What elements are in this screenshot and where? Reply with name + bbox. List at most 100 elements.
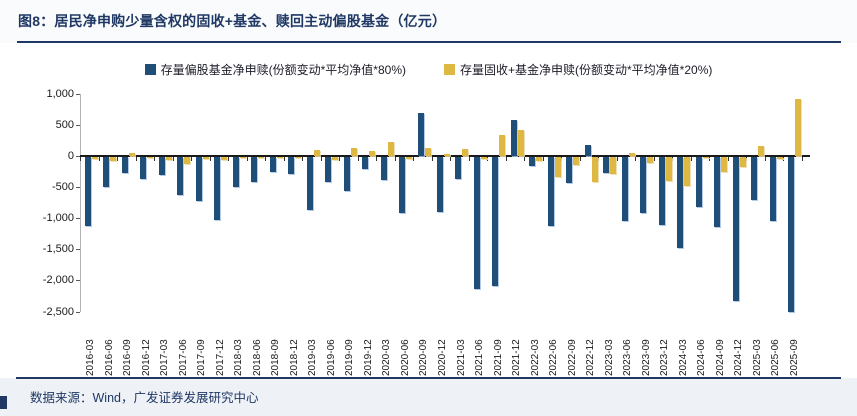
bar-fixed-income-2023-09 bbox=[647, 156, 654, 163]
x-axis-label: 2024-03 bbox=[677, 339, 689, 376]
bar-fixed-income-2018-03 bbox=[239, 156, 246, 159]
legend-label-equity: 存量偏股基金净申赎(份额变动*平均净值*80%) bbox=[160, 62, 406, 77]
y-axis-tick bbox=[76, 280, 80, 282]
bar-equity-2017-12 bbox=[214, 156, 221, 220]
bar-equity-2023-03 bbox=[603, 156, 610, 173]
bar-equity-2016-06 bbox=[103, 156, 110, 187]
bar-fixed-income-2019-12 bbox=[369, 151, 376, 156]
bar-fixed-income-2017-03 bbox=[165, 156, 172, 160]
bar-equity-2021-03 bbox=[455, 156, 461, 179]
bar-fixed-income-2021-06 bbox=[480, 156, 487, 159]
data-source-note: 数据来源：Wind，广发证券发展研究中心 bbox=[30, 391, 259, 405]
x-axis-tick bbox=[191, 156, 193, 161]
x-axis-tick bbox=[394, 156, 396, 161]
y-axis-tick bbox=[76, 218, 80, 220]
x-axis-tick bbox=[653, 156, 655, 161]
bar-fixed-income-2021-09 bbox=[499, 135, 506, 156]
figure-title: 图8：居民净申购少量含权的固收+基金、赎回主动偏股基金（亿元） bbox=[18, 13, 447, 29]
x-axis-tick bbox=[579, 156, 581, 161]
bar-equity-2023-06 bbox=[621, 156, 628, 221]
bar-equity-2025-03 bbox=[751, 156, 758, 201]
bar-equity-2021-12 bbox=[510, 119, 517, 156]
x-axis-label: 2025-06 bbox=[770, 339, 782, 376]
bar-fixed-income-2022-03 bbox=[536, 156, 543, 162]
x-axis-tick bbox=[320, 156, 322, 161]
y-axis-label: -2,000 bbox=[42, 274, 74, 287]
x-axis-label: 2025-03 bbox=[751, 339, 763, 376]
bar-equity-2025-06 bbox=[769, 156, 776, 221]
x-axis-zero-line bbox=[80, 154, 810, 157]
y-axis-label: -500 bbox=[51, 180, 74, 193]
x-axis-tick bbox=[265, 156, 267, 161]
x-axis-tick bbox=[561, 156, 563, 161]
legend-item-equity-fund: 存量偏股基金净申赎(份额变动*平均净值*80%) bbox=[144, 61, 406, 78]
bar-fixed-income-2018-09 bbox=[276, 156, 283, 159]
bottom-divider bbox=[16, 377, 841, 379]
x-axis-label: 2021-03 bbox=[455, 339, 467, 376]
bar-equity-2020-12 bbox=[436, 156, 443, 212]
y-axis-label: 1,000 bbox=[46, 87, 74, 100]
x-axis-tick bbox=[154, 156, 156, 161]
bar-fixed-income-2023-12 bbox=[665, 156, 672, 181]
bar-fixed-income-2016-06 bbox=[110, 156, 117, 162]
legend-label-fixed-income: 存量固收+基金净申赎(份额变动*平均净值*20%) bbox=[460, 62, 713, 77]
legend-swatch-fixed-income-icon bbox=[444, 63, 455, 75]
bar-fixed-income-2016-03 bbox=[91, 156, 98, 159]
bar-fixed-income-2020-12 bbox=[443, 153, 450, 156]
x-axis-tick bbox=[746, 156, 748, 161]
x-axis-tick bbox=[135, 156, 137, 161]
x-axis-label: 2019-12 bbox=[362, 339, 374, 376]
bar-equity-2017-06 bbox=[177, 156, 184, 196]
x-axis-tick bbox=[616, 156, 618, 161]
x-axis-tick bbox=[172, 156, 174, 161]
x-axis-tick bbox=[783, 156, 785, 161]
bar-equity-2021-09 bbox=[492, 156, 499, 286]
x-axis-label: 2023-12 bbox=[659, 339, 671, 376]
x-axis-tick bbox=[302, 156, 304, 161]
bar-equity-2022-06 bbox=[547, 156, 554, 226]
x-axis-label: 2016-09 bbox=[122, 339, 134, 376]
bar-fixed-income-2017-12 bbox=[221, 156, 228, 160]
bar-fixed-income-2017-09 bbox=[202, 156, 209, 160]
x-axis-tick bbox=[413, 156, 415, 161]
bar-fixed-income-2020-06 bbox=[406, 156, 413, 159]
x-axis-tick bbox=[339, 156, 341, 161]
x-axis-tick bbox=[468, 156, 470, 161]
x-axis-label: 2020-09 bbox=[418, 339, 430, 376]
x-axis-tick bbox=[635, 156, 637, 161]
legend-swatch-equity-icon bbox=[144, 63, 156, 75]
x-axis-tick bbox=[802, 156, 803, 161]
x-axis-label: 2017-12 bbox=[214, 339, 226, 376]
x-axis-tick bbox=[524, 156, 526, 161]
bar-fixed-income-2018-12 bbox=[295, 156, 302, 159]
bar-equity-2018-12 bbox=[288, 156, 295, 174]
x-axis-tick bbox=[690, 156, 692, 161]
x-axis-label: 2017-09 bbox=[196, 339, 208, 376]
bar-fixed-income-2024-03 bbox=[684, 156, 691, 187]
bar-equity-2016-03 bbox=[84, 156, 91, 226]
x-axis-label: 2023-03 bbox=[603, 339, 615, 376]
x-axis-tick bbox=[542, 156, 544, 161]
y-axis-label: -1,500 bbox=[42, 243, 74, 256]
x-axis-label: 2024-12 bbox=[733, 339, 745, 376]
bar-equity-2019-06 bbox=[325, 156, 332, 182]
y-axis-tick bbox=[76, 249, 80, 251]
x-axis-label: 2019-06 bbox=[325, 339, 337, 376]
x-axis-tick bbox=[98, 156, 100, 161]
corner-accent bbox=[0, 396, 7, 409]
x-axis-label: 2022-09 bbox=[566, 339, 578, 376]
x-axis-tick bbox=[357, 156, 359, 161]
bar-equity-2024-03 bbox=[677, 156, 684, 248]
bar-fixed-income-2016-09 bbox=[128, 152, 135, 156]
bar-equity-2024-06 bbox=[695, 156, 702, 208]
x-axis-label: 2016-03 bbox=[85, 339, 97, 376]
x-axis-tick bbox=[246, 156, 248, 161]
bar-equity-2019-12 bbox=[362, 156, 369, 170]
bar-fixed-income-2023-03 bbox=[610, 156, 617, 174]
x-axis-tick bbox=[431, 156, 433, 161]
y-axis-line bbox=[80, 93, 81, 312]
bar-fixed-income-2024-12 bbox=[739, 156, 746, 167]
x-axis-label: 2018-03 bbox=[233, 339, 245, 376]
x-axis-tick bbox=[80, 156, 81, 161]
x-axis-label: 2025-09 bbox=[788, 339, 800, 376]
